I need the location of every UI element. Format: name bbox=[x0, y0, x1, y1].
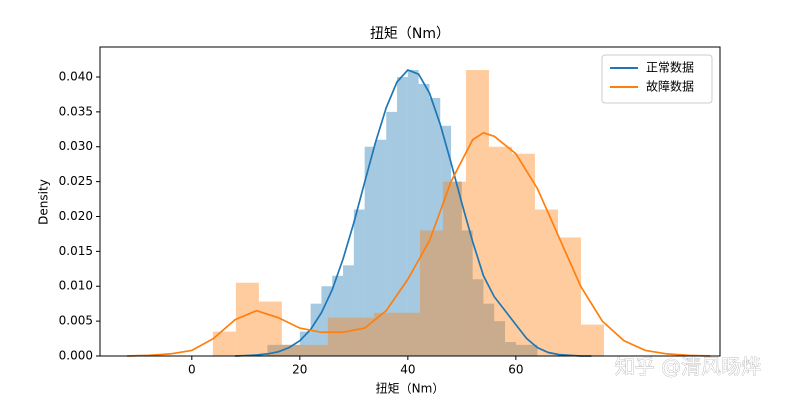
x-axis-label: 扭矩（Nm） bbox=[376, 382, 445, 396]
x-tick-label: 40 bbox=[400, 363, 415, 377]
histogram-bar bbox=[258, 301, 282, 356]
histogram-bar bbox=[386, 111, 398, 356]
kde-line bbox=[234, 69, 592, 357]
y-tick-label: 0.005 bbox=[59, 314, 93, 328]
y-tick-label: 0.000 bbox=[59, 349, 93, 363]
histogram-bar bbox=[267, 344, 279, 356]
watermark: 知乎 @清风旸烨 bbox=[615, 355, 761, 379]
histogram-bar bbox=[304, 344, 328, 356]
y-tick-label: 0.030 bbox=[59, 139, 93, 153]
histogram-bar bbox=[212, 331, 236, 356]
histogram-bar bbox=[483, 303, 495, 356]
histogram-bar bbox=[488, 146, 512, 356]
chart-title: 扭矩（Nm） bbox=[370, 26, 450, 42]
histogram-bar bbox=[397, 76, 408, 356]
y-axis-label: Density bbox=[37, 179, 51, 225]
x-tick-label: 0 bbox=[188, 363, 196, 377]
histogram-bar bbox=[534, 209, 558, 356]
histogram-bar bbox=[375, 139, 387, 356]
histogram-bar bbox=[299, 331, 311, 356]
histogram-bar bbox=[526, 344, 538, 356]
histogram-bar bbox=[440, 125, 452, 356]
histogram-bar bbox=[332, 275, 344, 356]
histogram-bar bbox=[327, 317, 351, 356]
histogram-bar bbox=[350, 317, 374, 356]
histogram-bar bbox=[353, 209, 365, 356]
histogram-bar bbox=[281, 344, 305, 356]
histogram-bar bbox=[310, 303, 322, 356]
y-tick-label: 0.040 bbox=[59, 69, 93, 83]
y-tick-label: 0.020 bbox=[59, 209, 93, 223]
histogram-bar bbox=[418, 83, 430, 357]
y-tick-label: 0.035 bbox=[59, 104, 93, 118]
legend-label: 故障数据 bbox=[646, 79, 694, 94]
histogram-bar bbox=[235, 282, 259, 356]
y-tick-label: 0.015 bbox=[59, 244, 93, 258]
histogram-bar bbox=[451, 181, 462, 356]
histogram-bar bbox=[289, 344, 300, 356]
histogram-bar bbox=[407, 70, 419, 356]
histogram-bar bbox=[461, 230, 473, 356]
histogram-bar bbox=[419, 230, 443, 356]
histogram-bar bbox=[505, 342, 516, 356]
x-tick-label: 60 bbox=[508, 363, 523, 377]
histogram-bar bbox=[442, 181, 466, 356]
kde-line bbox=[126, 131, 711, 357]
legend-label: 正常数据 bbox=[646, 60, 694, 75]
histogram-bar bbox=[515, 344, 527, 356]
histogram-bar bbox=[321, 286, 333, 356]
histogram-bar bbox=[494, 321, 506, 356]
histogram-bar bbox=[364, 146, 376, 356]
x-tick-label: 20 bbox=[292, 363, 307, 377]
plot-frame bbox=[99, 46, 721, 357]
histogram-bar bbox=[396, 312, 420, 356]
histogram-bar bbox=[343, 265, 354, 356]
histogram-bar bbox=[580, 324, 604, 356]
histogram-bar bbox=[557, 237, 581, 356]
histogram-bar bbox=[511, 153, 535, 356]
y-tick-label: 0.010 bbox=[59, 279, 93, 293]
histogram-bar bbox=[373, 312, 397, 356]
histogram-bar bbox=[465, 70, 489, 356]
y-tick-label: 0.025 bbox=[59, 174, 93, 188]
histogram-bar bbox=[472, 279, 484, 356]
